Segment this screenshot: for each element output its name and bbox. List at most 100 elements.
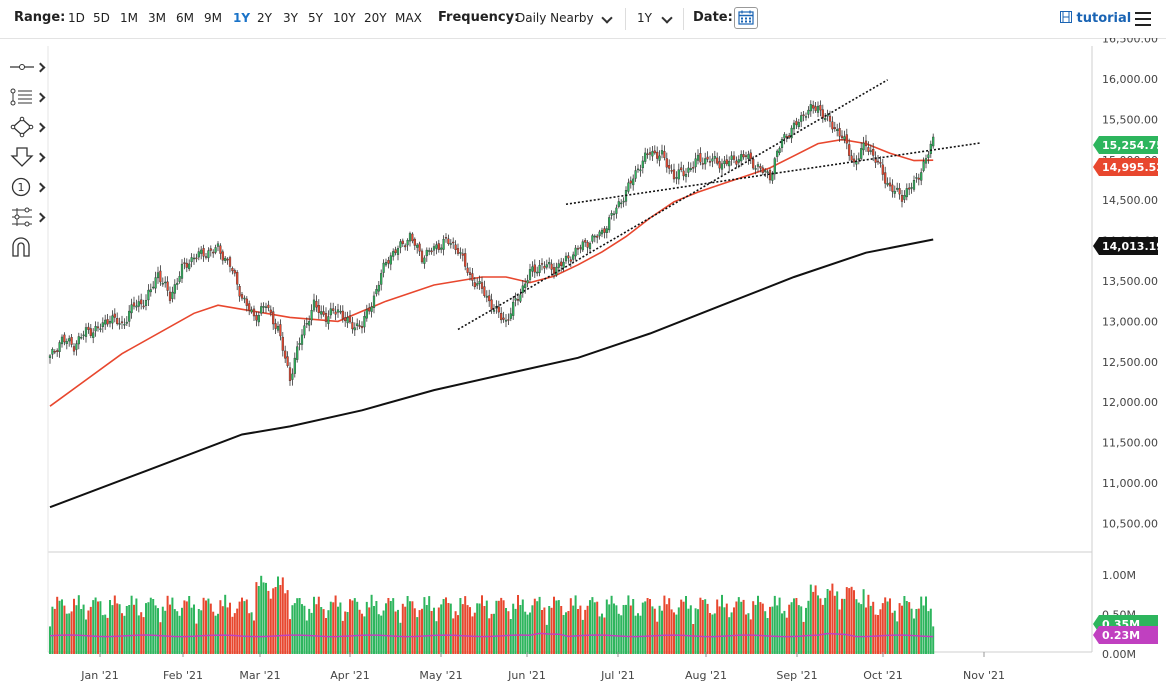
range-option-10y[interactable]: 10Y (333, 11, 356, 25)
volume-bar (601, 613, 603, 654)
volume-bar (202, 597, 205, 654)
volume-bar (869, 605, 872, 654)
candle-down (334, 311, 337, 315)
candle-down (401, 240, 404, 244)
hamburger-menu-icon[interactable] (1135, 12, 1151, 26)
candle-up (108, 321, 112, 324)
range-option-1m[interactable]: 1M (120, 11, 138, 25)
volume-bar (389, 601, 392, 654)
candle-down (480, 282, 484, 289)
candle-up (459, 252, 462, 254)
shapes-tool-icon[interactable] (8, 116, 46, 138)
range-option-2y[interactable]: 2Y (257, 11, 272, 25)
candle-up (192, 257, 196, 260)
candle-down (404, 245, 407, 248)
period-chevron-icon[interactable] (661, 12, 673, 24)
frequency-select[interactable]: Daily Nearby (516, 11, 594, 25)
range-option-max[interactable]: MAX (395, 11, 422, 25)
volume-bar (344, 611, 347, 654)
volume-bar (118, 604, 121, 654)
range-option-1y[interactable]: 1Y (233, 11, 251, 25)
candle-down (759, 165, 762, 169)
volume-bar (255, 582, 258, 654)
candle-up (792, 122, 796, 130)
candle-down (168, 291, 172, 301)
candle-up (905, 188, 908, 198)
line-tool-icon[interactable] (8, 56, 46, 78)
candle-up (677, 169, 680, 180)
volume-bar (351, 600, 354, 654)
volume-bar (123, 615, 126, 654)
candle-up (123, 324, 126, 326)
ma50-badge-label: 14,995.52 (1102, 161, 1164, 174)
volume-bar (149, 597, 152, 654)
price-chart[interactable]: 16,500.0016,000.0015,500.0015,000.0014,5… (0, 38, 1166, 691)
candle-down (185, 262, 188, 268)
candle-up (346, 317, 349, 324)
measure-tool-icon[interactable] (8, 206, 46, 228)
candle-up (144, 300, 148, 306)
volume-bar (145, 603, 147, 654)
range-option-5y[interactable]: 5Y (308, 11, 323, 25)
candle-up (207, 250, 210, 259)
volume-bar (877, 615, 879, 654)
range-option-6m[interactable]: 6M (176, 11, 194, 25)
candle-up (896, 187, 899, 190)
volume-bar (459, 598, 462, 654)
annotation-tool-icon[interactable]: 1 (8, 176, 46, 198)
period-select[interactable]: 1Y (637, 11, 652, 25)
frequency-chevron-icon[interactable] (601, 12, 613, 24)
candle-down (96, 326, 100, 329)
candle-down (692, 167, 695, 169)
calendar-icon[interactable] (734, 7, 758, 29)
candle-up (264, 306, 268, 308)
price-tick-label: 13,500.00 (1102, 275, 1158, 288)
arrow-down-tool-icon[interactable] (8, 146, 46, 168)
volume-bar (497, 600, 500, 654)
volume-bar (94, 597, 97, 654)
volume-bar (224, 594, 227, 654)
volume-bar (625, 604, 627, 654)
volume-bar (341, 620, 344, 654)
trendline[interactable] (565, 142, 982, 206)
trendline[interactable] (457, 79, 889, 331)
volume-bar (596, 601, 599, 654)
range-option-20y[interactable]: 20Y (364, 11, 387, 25)
candle-down (706, 156, 709, 160)
candle-down (876, 160, 880, 163)
candle-down (418, 243, 421, 252)
volume-bar (716, 599, 719, 654)
range-option-3m[interactable]: 3M (148, 11, 166, 25)
volume-bar (800, 606, 803, 654)
magnet-icon[interactable] (8, 236, 44, 258)
candle-up (615, 207, 618, 214)
volume-bar (771, 606, 774, 654)
candle-down (447, 238, 450, 245)
volume-bar (128, 605, 131, 654)
candle-down (269, 309, 272, 313)
volume-bar (915, 609, 918, 654)
candle-down (742, 154, 745, 158)
candle-up (104, 319, 107, 325)
range-option-3y[interactable]: 3Y (283, 11, 298, 25)
range-option-9m[interactable]: 9M (204, 11, 222, 25)
range-option-5d[interactable]: 5D (93, 11, 110, 25)
candle-up (524, 283, 527, 288)
volume-bar (272, 588, 275, 654)
volume-bar (176, 611, 179, 654)
ma200-badge: 14,013.19 (1093, 237, 1164, 255)
volume-bar (51, 606, 54, 654)
candle-down (828, 115, 832, 122)
candle-down (900, 194, 904, 202)
candle-up (644, 152, 647, 162)
candle-up (639, 169, 642, 172)
fibonacci-tool-icon[interactable] (8, 86, 46, 108)
volume-bar (629, 605, 632, 654)
range-label: Range: (14, 10, 66, 25)
volume-bar (661, 610, 663, 654)
volume-bar (385, 603, 387, 654)
range-option-1d[interactable]: 1D (68, 11, 85, 25)
volume-bar (404, 606, 407, 654)
tutorial-link[interactable]: tutorial (1060, 11, 1131, 26)
last-price-badge: 15,254.75 (1093, 136, 1164, 154)
